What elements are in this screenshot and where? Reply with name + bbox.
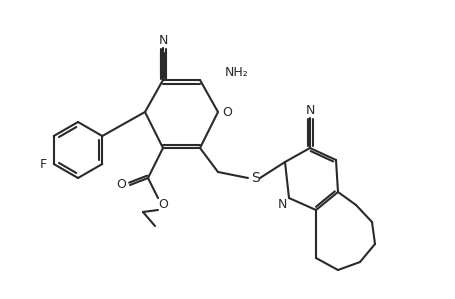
Text: N: N bbox=[305, 103, 315, 117]
Text: S: S bbox=[251, 171, 259, 185]
Text: N: N bbox=[277, 198, 287, 210]
Text: N: N bbox=[158, 33, 168, 47]
Text: O: O bbox=[158, 199, 168, 211]
Text: O: O bbox=[116, 179, 126, 191]
Text: F: F bbox=[40, 158, 47, 170]
Text: O: O bbox=[222, 106, 232, 118]
Text: NH₂: NH₂ bbox=[225, 65, 249, 79]
